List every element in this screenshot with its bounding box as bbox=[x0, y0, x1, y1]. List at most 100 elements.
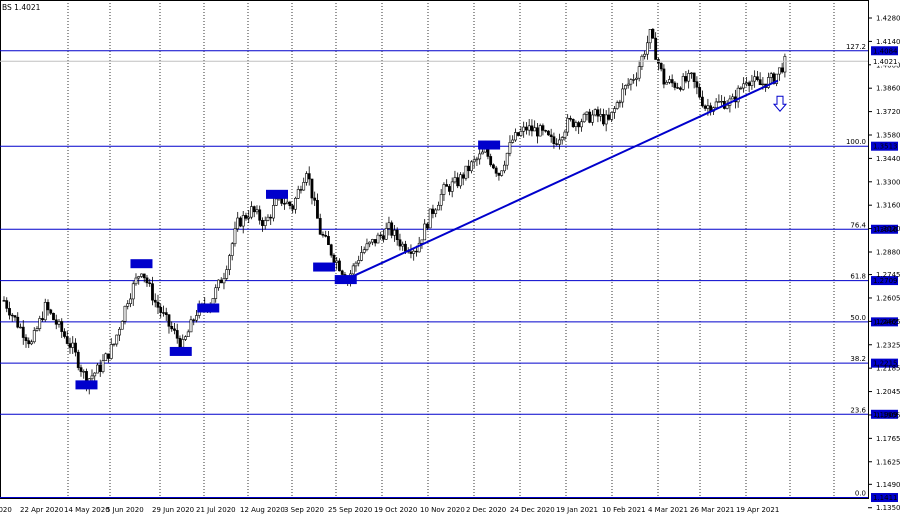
candle-body bbox=[508, 142, 512, 154]
time-tick-label: 24 Dec 2020 bbox=[510, 506, 555, 514]
candle-body bbox=[123, 305, 127, 322]
candle-body bbox=[472, 159, 476, 163]
candle-body bbox=[13, 315, 17, 318]
candle-body bbox=[296, 189, 300, 199]
candle-body bbox=[60, 321, 64, 332]
candle-body bbox=[596, 109, 600, 117]
candle-body bbox=[316, 200, 319, 219]
fib-price-box bbox=[871, 46, 898, 56]
candle-body bbox=[602, 114, 605, 125]
candle-body bbox=[662, 68, 666, 85]
candle-body bbox=[120, 321, 124, 330]
candle-body bbox=[335, 260, 339, 263]
candle-body bbox=[560, 137, 564, 141]
candle-body bbox=[544, 130, 548, 132]
time-tick-label: 14 May 2020 bbox=[64, 506, 110, 514]
candle-body bbox=[459, 174, 462, 187]
candle-body bbox=[162, 312, 165, 314]
candle-body bbox=[357, 260, 361, 264]
time-tick-label: 22 Apr 2020 bbox=[20, 506, 63, 514]
candle-body bbox=[461, 174, 465, 179]
candle-body bbox=[148, 282, 152, 284]
candle-body bbox=[599, 114, 603, 117]
candle-body bbox=[626, 83, 630, 86]
candle-body bbox=[112, 343, 116, 346]
candle-body bbox=[497, 172, 501, 176]
candle-body bbox=[285, 201, 289, 205]
candle-body bbox=[354, 262, 358, 267]
candle-body bbox=[387, 222, 391, 229]
candle-body bbox=[514, 132, 517, 141]
candle-body bbox=[164, 312, 168, 316]
candle-body bbox=[184, 336, 187, 340]
candle-body bbox=[222, 278, 226, 284]
candle-body bbox=[159, 307, 163, 313]
candle-body bbox=[530, 125, 534, 132]
candle-body bbox=[736, 87, 740, 103]
candle-body bbox=[679, 87, 682, 90]
candle-body bbox=[250, 206, 253, 218]
candle-body bbox=[415, 250, 418, 253]
pivot-marker bbox=[130, 259, 153, 269]
candle-body bbox=[129, 298, 132, 304]
candle-body bbox=[755, 76, 759, 80]
candle-body bbox=[404, 243, 407, 252]
candle-body bbox=[549, 134, 553, 137]
candle-body bbox=[247, 216, 251, 219]
candle-body bbox=[654, 37, 658, 60]
candle-body bbox=[365, 243, 369, 251]
candle-body bbox=[27, 340, 31, 345]
candle-body bbox=[167, 314, 171, 327]
candle-body bbox=[340, 270, 344, 275]
time-tick-label: 5 Jun 2020 bbox=[106, 506, 144, 514]
candle-body bbox=[104, 353, 108, 361]
candle-body bbox=[665, 82, 669, 85]
price-tick-label: 1.1350 bbox=[876, 504, 900, 512]
candle-body bbox=[637, 66, 641, 79]
candle-body bbox=[384, 228, 388, 240]
candle-body bbox=[228, 255, 231, 270]
candle-body bbox=[321, 234, 325, 236]
candle-body bbox=[659, 62, 663, 70]
candle-body bbox=[783, 56, 787, 73]
candle-body bbox=[450, 181, 454, 192]
candle-body bbox=[324, 235, 328, 237]
fib-price-box bbox=[871, 276, 898, 286]
candle-body bbox=[98, 364, 102, 372]
candle-body bbox=[307, 173, 311, 180]
candle-body bbox=[747, 82, 751, 86]
candle-body bbox=[192, 319, 196, 321]
candle-body bbox=[533, 127, 537, 132]
candle-body bbox=[516, 132, 520, 136]
candle-body bbox=[423, 223, 427, 241]
candle-body bbox=[725, 104, 729, 109]
time-tick-label: 3 Sep 2020 bbox=[284, 506, 324, 514]
candle-body bbox=[624, 85, 627, 90]
candle-body bbox=[588, 111, 592, 123]
candle-body bbox=[681, 76, 685, 90]
candle-body bbox=[547, 130, 550, 136]
time-tick-label: 29 Jun 2020 bbox=[152, 506, 194, 514]
candle-body bbox=[269, 216, 273, 219]
fib-price-label: 1.2215 bbox=[873, 360, 898, 368]
time-tick-label: 12 Aug 2020 bbox=[240, 506, 285, 514]
fib-price-label: 1.2709 bbox=[873, 277, 898, 285]
fib-price-box bbox=[871, 358, 898, 368]
candle-body bbox=[428, 208, 432, 229]
candle-body bbox=[283, 203, 286, 205]
candle-body bbox=[538, 125, 542, 137]
candle-body bbox=[274, 198, 278, 206]
candle-body bbox=[646, 42, 649, 55]
candle-body bbox=[670, 79, 674, 84]
candle-body bbox=[761, 83, 765, 86]
candle-body bbox=[687, 73, 691, 82]
candle-body bbox=[189, 319, 193, 333]
candle-body bbox=[555, 143, 559, 145]
candle-body bbox=[742, 83, 746, 89]
fib-ratio-label: 100.0 bbox=[846, 138, 866, 146]
candle-body bbox=[563, 131, 567, 138]
candle-body bbox=[2, 300, 6, 302]
candle-body bbox=[775, 73, 779, 84]
candle-body bbox=[272, 205, 275, 219]
candle-body bbox=[525, 126, 528, 131]
